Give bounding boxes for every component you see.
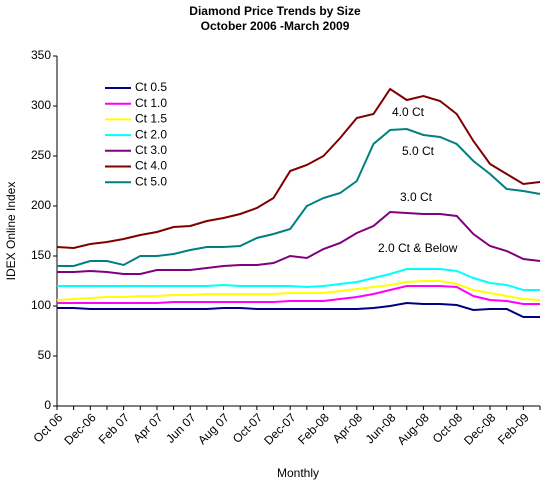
legend-label: Ct 0.5: [135, 80, 167, 94]
x-tick-label: Dec-06: [61, 410, 98, 447]
legend-label: Ct 4.0: [135, 159, 167, 173]
x-tick-label: Jun-08: [363, 410, 399, 446]
series-line: [57, 127, 541, 267]
x-tick-label: Apr 07: [130, 410, 165, 445]
y-tick-label: 100: [31, 298, 51, 312]
series-line: [57, 268, 540, 291]
x-tick-label: Apr-08: [330, 410, 366, 446]
y-axis-label: IDEX Online Index: [4, 182, 18, 281]
legend-label: Ct 2.0: [135, 127, 167, 141]
annotation: 5.0 Ct: [402, 144, 435, 158]
series-line: [56, 87, 541, 250]
y-tick-label: 200: [31, 198, 51, 212]
x-tick-label: Oct-07: [230, 410, 266, 446]
y-tick-label: 50: [38, 348, 52, 362]
series-line: [57, 210, 541, 275]
x-axis-label: Monthly: [277, 466, 319, 480]
series-line: [57, 285, 540, 305]
x-tick-label: Oct 06: [30, 410, 65, 445]
x-tick-label: Oct-08: [430, 410, 466, 446]
y-tick-label: 350: [31, 48, 51, 62]
y-tick-label: 0: [44, 398, 51, 412]
legend-label: Ct 5.0: [135, 174, 167, 188]
x-tick-label: Aug 07: [195, 410, 232, 447]
annotation: 4.0 Ct: [392, 105, 425, 119]
legend-label: Ct 1.5: [135, 112, 167, 126]
y-tick-label: 150: [31, 248, 51, 262]
x-tick-label: Dec-08: [461, 410, 498, 447]
legend-label: Ct 3.0: [135, 143, 167, 157]
x-tick-label: Dec-07: [261, 410, 298, 447]
y-tick-label: 250: [31, 148, 51, 162]
legend-label: Ct 1.0: [135, 96, 167, 110]
chart-subtitle: October 2006 -March 2009: [201, 19, 350, 33]
x-tick-label: Jun 07: [163, 410, 199, 446]
x-tick-label: Aug-08: [395, 410, 432, 447]
annotation: 2.0 Ct & Below: [378, 241, 458, 255]
series-line: [57, 301, 540, 318]
x-tick-label: Feb-08: [295, 410, 332, 447]
annotation: 3.0 Ct: [400, 190, 433, 204]
chart-title: Diamond Price Trends by Size: [189, 4, 361, 18]
x-tick-label: Feb 07: [96, 410, 133, 447]
series-line: [56, 280, 541, 301]
y-tick-label: 300: [31, 98, 51, 112]
x-tick-label: Feb-09: [495, 410, 532, 447]
